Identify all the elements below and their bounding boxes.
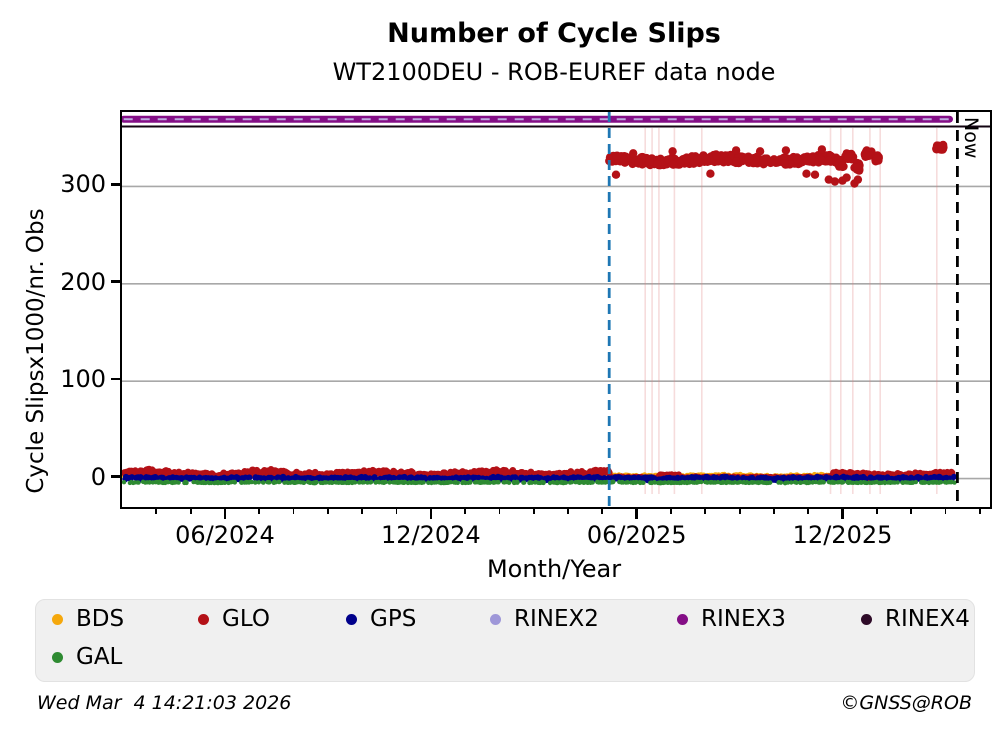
x-tick-mark-minor: [601, 507, 604, 514]
x-tick-mark-minor: [944, 507, 947, 514]
y-tick-mark: [111, 183, 120, 186]
legend-label: GPS: [370, 606, 417, 632]
legend-label: RINEX3: [701, 606, 786, 632]
y-tick-mark: [111, 475, 120, 478]
x-tick-mark-minor: [567, 507, 569, 514]
x-tick-mark-minor: [155, 507, 158, 514]
x-tick-mark-minor: [395, 507, 398, 514]
y-tick-label: 200: [60, 267, 106, 296]
x-tick-mark-minor: [738, 507, 741, 514]
x-axis-label: Month/Year: [486, 555, 622, 583]
chart-title: Number of Cycle Slips: [387, 18, 721, 49]
legend-item-gps: GPS: [346, 604, 416, 634]
x-tick-label: 06/2025: [586, 521, 687, 549]
cluster-glo: [871, 151, 883, 166]
x-tick-mark-minor: [361, 507, 364, 514]
x-tick-mark-minor: [773, 507, 775, 514]
x-tick-mark-minor: [807, 507, 810, 514]
y-tick-label: 100: [60, 365, 106, 394]
x-tick-mark-minor: [189, 507, 192, 514]
chart-legend: BDS GLO GPS RINEX2 RINEX3 RINEX4 GAL: [35, 599, 975, 682]
legend-item-rinex2: RINEX2: [490, 604, 599, 634]
band-gal: [122, 479, 957, 486]
legend-label: GLO: [222, 606, 270, 632]
cluster-glo: [860, 146, 876, 161]
legend-label: GAL: [76, 644, 123, 670]
x-tick-mark-minor: [875, 507, 878, 514]
x-tick-mark-minor: [327, 507, 329, 514]
cluster-glo: [833, 155, 848, 172]
legend-dot-rinex4: [861, 613, 872, 625]
x-tick-label: 06/2024: [175, 521, 275, 549]
x-tick-mark-minor: [464, 507, 467, 514]
render-timestamp: Wed Mar 4 14:21:03 2026: [37, 692, 292, 714]
legend-item-gal: GAL: [52, 642, 122, 672]
x-tick-mark-minor: [910, 507, 913, 514]
copyright-label: ©GNSS@ROB: [840, 692, 972, 714]
legend-dot-bds: [52, 613, 63, 625]
legend-dot-gps: [346, 613, 357, 625]
x-tick-mark-minor: [532, 507, 535, 514]
x-tick-mark-minor: [978, 507, 981, 514]
legend-label: RINEX4: [885, 606, 970, 632]
legend-label: RINEX2: [514, 606, 599, 632]
x-tick-mark-major: [841, 507, 844, 519]
x-tick-label: 12/2024: [380, 521, 481, 549]
x-tick-mark-minor: [498, 507, 501, 514]
legend-item-glo: GLO: [198, 604, 270, 634]
y-tick-label: 0: [90, 462, 106, 491]
y-tick-mark: [111, 280, 120, 284]
legend-dot-glo: [198, 613, 209, 625]
legend-dot-rinex3: [677, 613, 688, 625]
y-tick-mark: [111, 377, 120, 381]
plot-area: [120, 110, 992, 509]
legend-label: BDS: [76, 606, 125, 632]
x-tick-mark-minor: [258, 507, 261, 514]
y-tick-label: 300: [60, 170, 106, 199]
y-axis-label: Cycle Slipsx1000/nr. Obs: [23, 208, 49, 494]
outliers-glo: [611, 145, 863, 188]
legend-item-rinex4: RINEX4: [861, 604, 970, 634]
x-tick-mark-minor: [704, 507, 707, 514]
x-tick-mark-minor: [292, 507, 295, 514]
band-glo: [605, 150, 842, 170]
cluster-glo: [841, 149, 858, 164]
cluster-glo: [932, 140, 948, 154]
legend-dot-gal: [52, 651, 63, 663]
chart-subtitle: WT2100DEU - ROB-EUREF data node: [332, 58, 776, 86]
x-tick-label: 12/2025: [792, 521, 893, 549]
scatter-plot-canvas: [122, 112, 990, 507]
now-label: Now: [960, 117, 983, 159]
cluster-glo: [850, 158, 864, 175]
x-tick-mark-minor: [670, 507, 672, 514]
legend-item-rinex3: RINEX3: [677, 604, 786, 634]
legend-dot-rinex2: [490, 613, 501, 625]
x-tick-mark-major: [429, 507, 433, 519]
x-tick-mark-major: [635, 507, 638, 519]
legend-item-bds: BDS: [52, 604, 124, 634]
band-gps: [122, 473, 957, 484]
x-tick-mark-major: [223, 507, 227, 519]
